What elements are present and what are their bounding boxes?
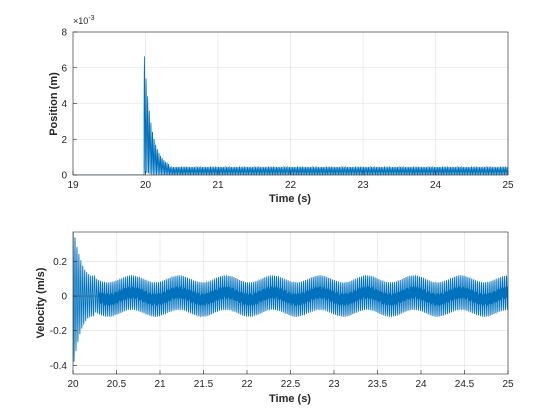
velocity-x-tick-label: 22 [241,379,253,390]
velocity-x-tick-label: 23.5 [368,379,388,390]
position-y-exponent: ×10-3 [73,15,95,26]
velocity-y-axis-label: Velocity (m/s) [35,267,47,338]
position-series [73,56,508,175]
velocity-y-ticks: -0.4 -0.2 0 0.2 [50,257,77,372]
position-y-tick-label: 4 [61,99,67,110]
velocity-y-tick-label: -0.4 [50,361,68,372]
position-x-tick-label: 25 [502,180,514,191]
position-y-tick-label: 2 [61,135,67,146]
position-y-tick-label: 8 [61,28,67,39]
velocity-x-tick-label: 22.5 [281,379,301,390]
velocity-x-tick-label: 24.5 [455,379,475,390]
velocity-y-tick-label: -0.2 [50,326,68,337]
position-y-tick-label: 0 [61,171,67,182]
position-x-axis-label: Time (s) [269,193,311,205]
velocity-y-tick-label: 0.2 [53,257,67,268]
velocity-x-tick-label: 20.5 [107,379,127,390]
position-y-tick-label: 6 [61,63,67,74]
position-y-axis-label: Position (m) [48,72,60,136]
position-x-ticks: 19 20 21 22 23 24 25 [67,171,514,191]
velocity-x-tick-label: 20 [67,379,79,390]
velocity-x-tick-label: 21 [154,379,166,390]
velocity-axes: 20 20.5 21 21.5 22 22.5 23 23.5 24 24.5 25 -0.4-0.… [35,231,514,405]
position-x-tick-label: 19 [67,180,79,191]
position-series-line [73,56,508,175]
velocity-x-tick-label: 23 [328,379,340,390]
position-x-tick-label: 20 [140,180,152,191]
velocity-series-band [98,286,508,306]
velocity-x-axis-label: Time (s) [269,393,311,405]
position-x-tick-label: 21 [212,180,224,191]
position-x-tick-label: 23 [357,180,369,191]
velocity-x-ticks: 20 20.5 21 21.5 22 22.5 23 23.5 24 24.5 25 [67,370,514,390]
velocity-x-tick-label: 25 [502,379,514,390]
velocity-y-tick-label: 0 [61,292,67,303]
velocity-x-tick-label: 24 [415,379,427,390]
position-x-tick-label: 24 [430,180,442,191]
velocity-x-tick-label: 21.5 [194,379,214,390]
velocity-series [73,232,508,362]
position-y-ticks: 0 2 4 6 8 [61,28,77,182]
position-x-tick-label: 22 [285,180,297,191]
